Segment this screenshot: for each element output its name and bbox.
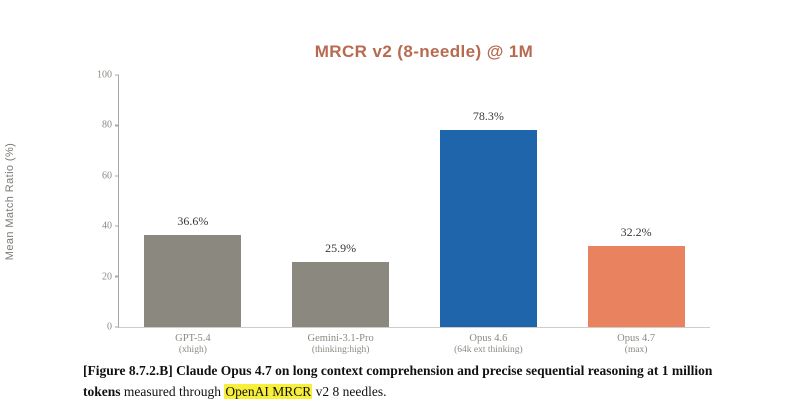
category-name: Opus 4.6 (469, 333, 508, 344)
bar-opus-4-6 (439, 129, 537, 327)
y-axis-tick: 60 (92, 170, 119, 181)
category-name: GPT-5.4 (175, 333, 211, 344)
y-tick-mark (115, 124, 119, 127)
bar-gemini-3-1-pro (292, 261, 390, 327)
y-tick-mark (115, 175, 119, 177)
y-axis-tick: 100 (92, 70, 119, 81)
bar-group: 32.2% Opus 4.7 (max) (587, 75, 685, 355)
y-axis-tick: 0 (92, 322, 119, 333)
category-name: Opus 4.7 (617, 333, 656, 344)
bar-group: 78.3% Opus 4.6 (64k ext thinking) (439, 75, 537, 355)
caption-normal-text: v2 8 needles. (312, 383, 387, 399)
y-tick-mark (115, 326, 119, 328)
bar-group: 25.9% Gemini-3.1-Pro (thinking:high) (292, 75, 390, 355)
y-axis-label: Mean Match Ratio (%) (3, 142, 16, 261)
y-axis-tick: 80 (92, 120, 119, 131)
category-sub: (thinking:high) (311, 345, 370, 356)
caption-bold-text: [Figure 8.7.2.B] Claude Opus 4.7 on long… (83, 363, 713, 399)
bar-chart-plot-area: 0 20 40 60 80 100 36.6% GPT-5.4 (xhigh) 25.9%… (97, 70, 710, 355)
x-axis-category-label: Opus 4.7 (max) (551, 332, 721, 357)
caption-highlighted-text: OpenAI MRCR (224, 383, 313, 399)
category-sub: (64k ext thinking) (454, 345, 523, 356)
bar-opus-4-7 (587, 245, 685, 327)
category-name: Gemini-3.1-Pro (307, 333, 374, 344)
y-tick-label: 40 (102, 220, 112, 232)
x-axis-category-label: Opus 4.6 (64k ext thinking) (403, 332, 573, 357)
y-tick-label: 60 (102, 170, 112, 182)
y-tick-mark (115, 74, 119, 76)
x-axis-category-label: GPT-5.4 (xhigh) (108, 332, 278, 357)
bar-value-label: 32.2% (620, 224, 652, 239)
y-tick-mark (115, 275, 119, 278)
bar-value-label: 78.3% (472, 108, 504, 123)
bar-group: 36.6% GPT-5.4 (xhigh) (144, 75, 242, 355)
y-tick-label: 100 (97, 69, 112, 81)
y-tick-label: 0 (107, 321, 112, 333)
chart-title: MRCR v2 (8-needle) @ 1M (314, 42, 534, 61)
bar-value-label: 36.6% (177, 213, 209, 228)
bar-value-label: 25.9% (325, 240, 357, 255)
y-tick-mark (115, 225, 119, 227)
figure-caption: [Figure 8.7.2.B] Claude Opus 4.7 on long… (83, 361, 731, 403)
y-tick-label: 80 (102, 119, 112, 131)
bar-gpt-5-4 (144, 234, 242, 327)
caption-normal-text: measured through (120, 383, 225, 399)
y-axis-tick: 40 (92, 221, 119, 232)
x-axis-category-label: Gemini-3.1-Pro (thinking:high) (256, 332, 426, 357)
y-tick-label: 20 (102, 271, 112, 283)
y-axis-tick: 20 (92, 271, 119, 282)
category-sub: (max) (624, 345, 648, 356)
category-sub: (xhigh) (178, 345, 207, 356)
